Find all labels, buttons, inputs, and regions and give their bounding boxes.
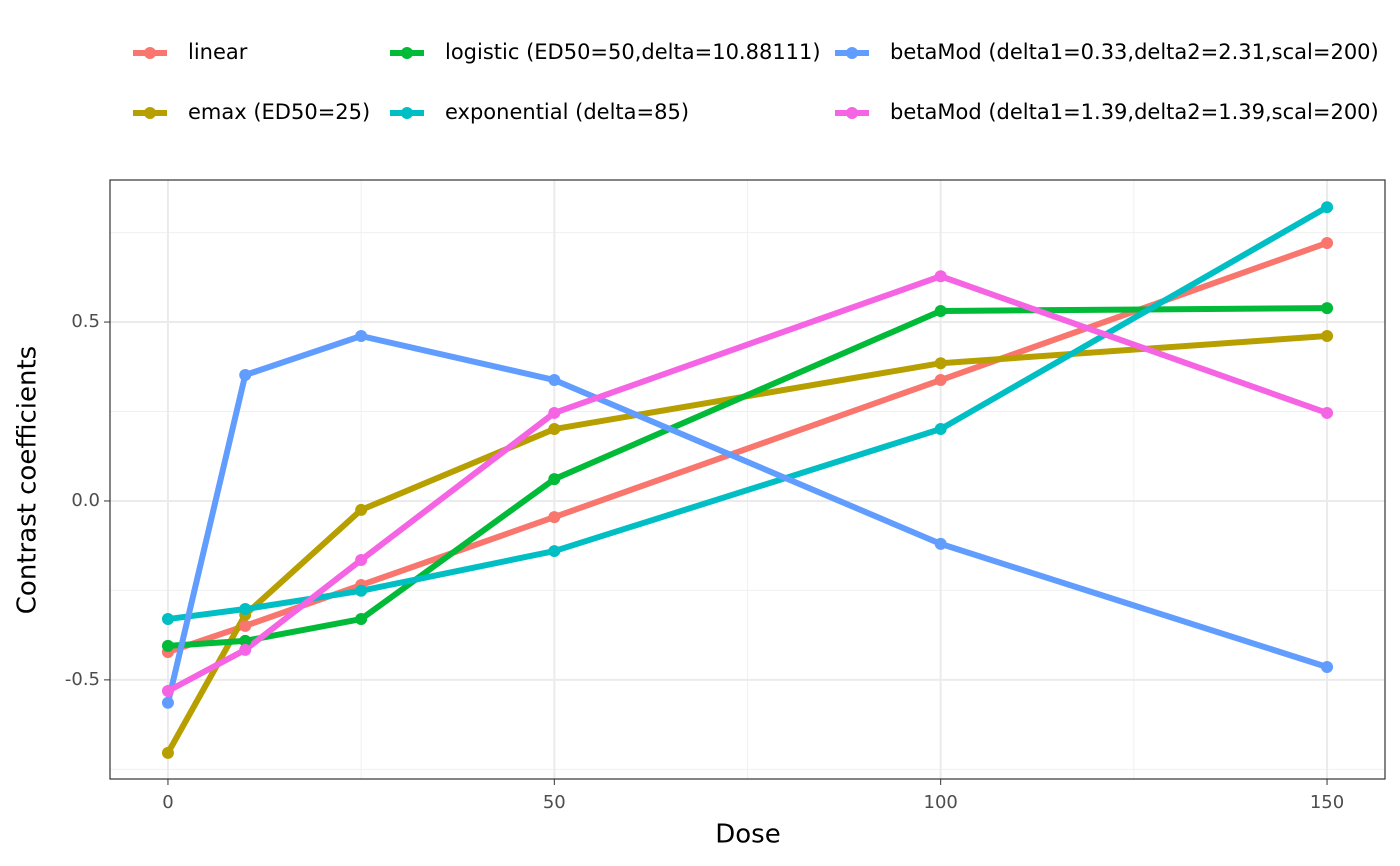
y-tick-label: 0.0 xyxy=(71,490,100,511)
data-point xyxy=(355,330,368,343)
data-point xyxy=(934,304,947,317)
x-tick-label: 150 xyxy=(1310,792,1344,813)
data-point xyxy=(934,357,947,370)
data-point xyxy=(161,696,174,709)
legend-key-point xyxy=(846,47,858,59)
legend-key-point xyxy=(401,47,413,59)
x-tick-label: 100 xyxy=(924,792,958,813)
legend-key-point xyxy=(144,107,156,119)
data-point xyxy=(355,554,368,567)
data-point xyxy=(355,613,368,626)
y-tick-label: -0.5 xyxy=(65,669,100,690)
series-line xyxy=(167,305,1328,649)
legend-key-point xyxy=(144,47,156,59)
data-point xyxy=(1321,406,1334,419)
series-line xyxy=(165,333,1328,704)
y-axis-title: Contrast coefficients xyxy=(13,346,43,614)
data-point xyxy=(934,537,947,550)
data-point xyxy=(1321,661,1334,674)
legend-label: exponential (delta=85) xyxy=(445,100,689,124)
x-tick-label: 50 xyxy=(543,792,566,813)
data-point xyxy=(1321,236,1334,249)
data-point xyxy=(161,639,174,652)
data-point xyxy=(161,684,174,697)
data-point xyxy=(548,545,561,558)
data-point xyxy=(934,270,947,283)
legend-label: betaMod (delta1=1.39,delta2=1.39,scal=20… xyxy=(890,100,1379,124)
data-point xyxy=(161,746,174,759)
y-tick-label: 0.5 xyxy=(71,311,100,332)
data-point xyxy=(548,406,561,419)
x-axis-title: Dose xyxy=(715,820,780,850)
data-point xyxy=(355,503,368,516)
data-point xyxy=(239,369,252,382)
data-point xyxy=(548,374,561,387)
data-point xyxy=(239,643,252,656)
x-tick-label: 0 xyxy=(162,792,173,813)
legend-label: emax (ED50=25) xyxy=(188,100,370,124)
data-point xyxy=(239,603,252,616)
legend-key-point xyxy=(846,107,858,119)
legend-label: betaMod (delta1=0.33,delta2=2.31,scal=20… xyxy=(890,40,1379,64)
legend-key-point xyxy=(401,107,413,119)
data-point xyxy=(239,634,252,647)
series-line xyxy=(167,204,1329,623)
data-point xyxy=(548,473,561,486)
data-point xyxy=(355,584,368,597)
legend-label: logistic (ED50=50,delta=10.88111) xyxy=(445,40,821,64)
data-point xyxy=(548,511,561,524)
data-point xyxy=(1321,302,1334,315)
data-point xyxy=(548,423,561,436)
data-point xyxy=(1321,330,1334,343)
series-line xyxy=(165,333,1328,755)
data-point xyxy=(1321,201,1334,214)
plot-border xyxy=(109,179,1386,780)
data-point xyxy=(239,619,252,632)
data-point xyxy=(934,374,947,387)
series-line xyxy=(166,273,1329,694)
legend-label: linear xyxy=(188,40,248,64)
data-point xyxy=(934,423,947,436)
data-point xyxy=(161,613,174,626)
